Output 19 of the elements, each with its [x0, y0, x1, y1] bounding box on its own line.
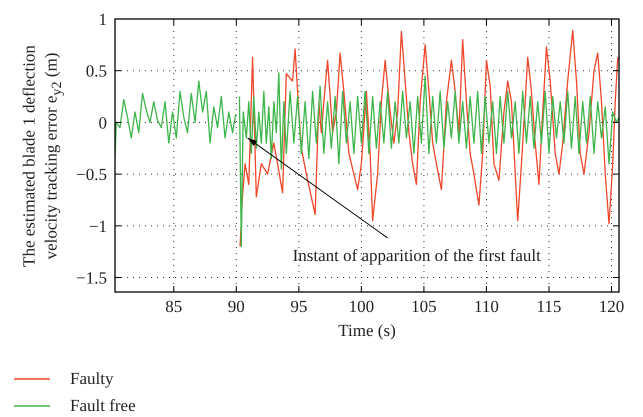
y-tick-label: 1	[98, 10, 107, 30]
legend-label: Fault free	[70, 396, 136, 416]
legend-label: Faulty	[70, 368, 114, 388]
x-tick-label: 115	[536, 297, 562, 316]
x-tick-label: 90	[228, 297, 245, 316]
x-tick-label: 85	[165, 297, 182, 316]
line-series	[239, 30, 618, 248]
x-tick-label: 100	[348, 297, 374, 316]
x-tick-label: 95	[290, 297, 308, 316]
x-tick-label: 110	[474, 297, 499, 316]
y-tick-label: −1	[88, 216, 107, 236]
x-tick-label: 120	[598, 297, 624, 316]
x-axis-title: Time (s)	[338, 321, 396, 340]
x-tick-label: 105	[411, 297, 437, 316]
annotation: Instant of apparition of the first fault	[292, 246, 542, 265]
y-tick-label: 0	[98, 113, 107, 132]
y-tick-label: 0.5	[86, 62, 107, 81]
y-tick-label: −0.5	[76, 165, 107, 184]
y-tick-label: −1.5	[76, 268, 107, 288]
